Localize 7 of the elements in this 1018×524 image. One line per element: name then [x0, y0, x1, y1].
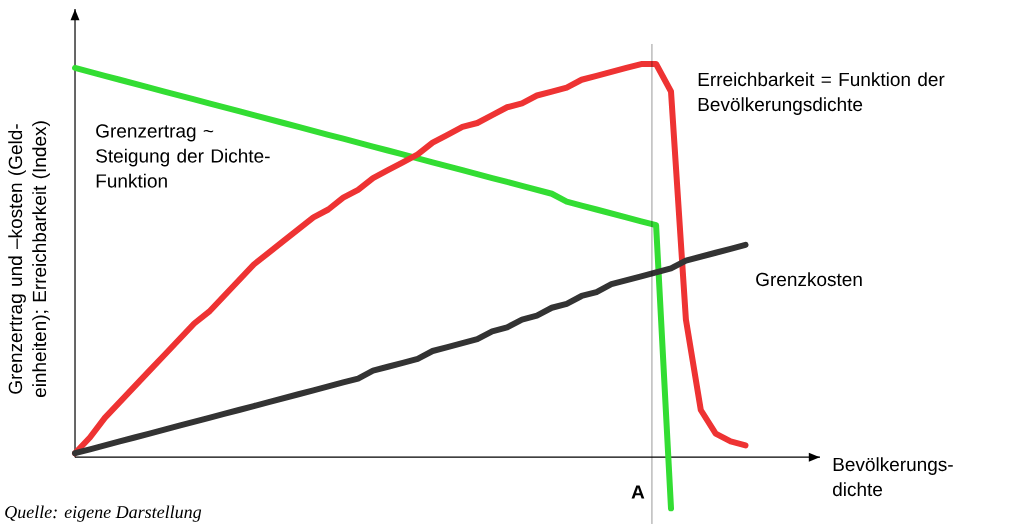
- y-axis-title: Grenzertrag und –kosten (Geld-einheiten); Erreichbarkeit (Index): [8, 121, 50, 398]
- series-label: Erreichbarkeit = Funktion der Bevölkerungsdichte: [698, 72, 945, 115]
- series-label: Grenzkosten: [756, 272, 862, 287]
- annotation: Quelle: eigene Darstellung: [5, 505, 202, 522]
- series-label: Grenzertrag ~ Steigung der Dichte-Funktion: [96, 124, 270, 188]
- x-axis-title: Bevölkerungs-dichte: [833, 457, 953, 497]
- annotation: A: [631, 485, 645, 499]
